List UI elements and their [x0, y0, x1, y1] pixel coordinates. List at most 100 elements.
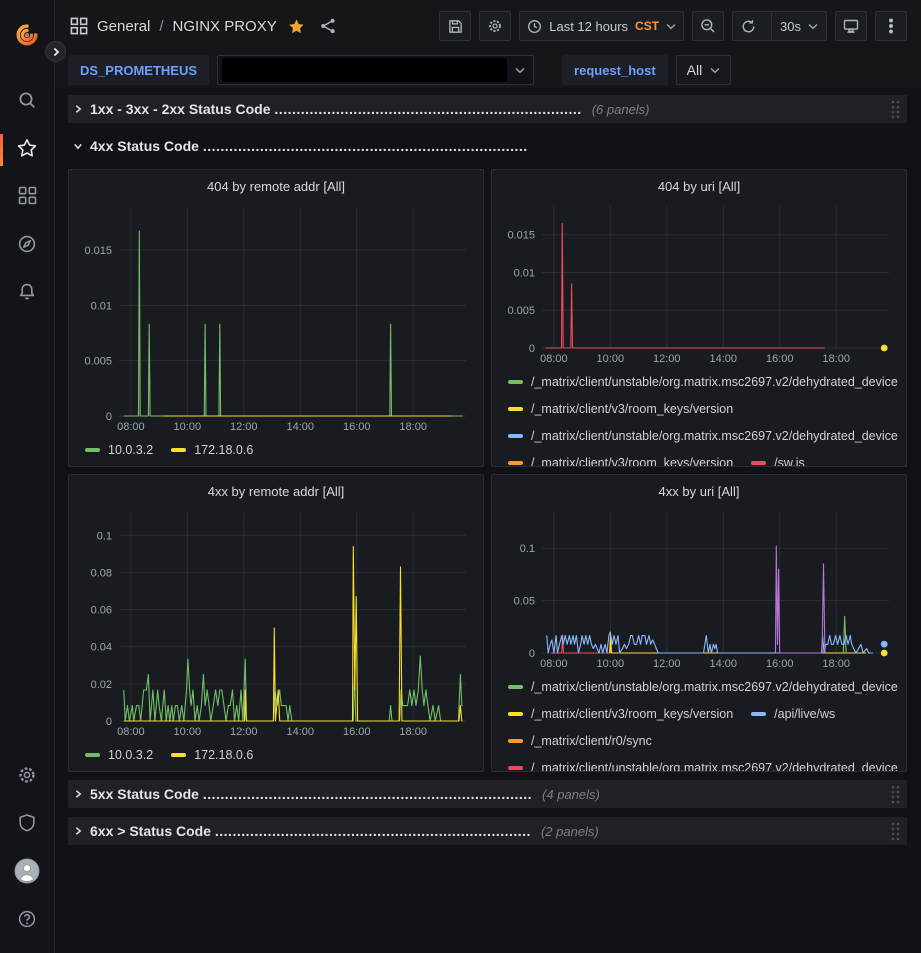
legend-series-swatch — [171, 448, 187, 452]
legend-series-swatch — [508, 712, 523, 716]
sidebar-expand-button[interactable] — [45, 41, 66, 62]
sidebar-bottom-group — [0, 753, 55, 945]
breadcrumb: General / NGINX PROXY — [70, 17, 336, 35]
legend-item[interactable]: /api/live/ws — [751, 701, 835, 727]
legend-item[interactable]: /_matrix/client/unstable/org.matrix.msc2… — [508, 674, 898, 700]
chart-plot[interactable]: 08:00 10:00 12:00 14:00 16:00 18:00 0 0.005 0.01… — [77, 200, 475, 434]
chevron-down-icon — [72, 140, 84, 152]
svg-text:0.04: 0.04 — [91, 642, 112, 654]
legend-series-swatch — [85, 448, 100, 452]
chart-svg[interactable]: 08:00 10:00 12:00 14:00 16:00 18:00 0 0.02 0.04 0… — [77, 505, 475, 739]
legend-item[interactable]: 10.0.3.2 — [85, 437, 153, 463]
chevron-right-icon — [72, 825, 84, 837]
panel-title[interactable]: 404 by uri [All] — [657, 179, 741, 194]
save-dashboard-button[interactable] — [439, 11, 472, 41]
legend-item[interactable]: 172.18.0.6 — [171, 742, 253, 768]
sidebar-item-dashboards[interactable] — [0, 174, 55, 222]
drag-handle-icon[interactable] — [890, 784, 901, 804]
chart-svg[interactable]: 08:00 10:00 12:00 14:00 16:00 18:00 0 0.05 0.1 — [500, 503, 898, 671]
top-navigation: General / NGINX PROXY Last 12 hours CST … — [55, 0, 921, 52]
legend-series-label: /_matrix/client/v3/room_keys/version — [531, 707, 734, 721]
legend-series-swatch — [85, 753, 100, 757]
star-icon — [17, 138, 37, 163]
zoom-out-button[interactable] — [692, 11, 725, 41]
time-range-picker[interactable]: Last 12 hours CST — [519, 11, 685, 41]
legend-item[interactable]: /_matrix/client/unstable/org.matrix.msc2… — [508, 755, 898, 771]
refresh-interval-label: 30s — [780, 18, 801, 34]
legend-series-label: /_matrix/client/v3/room_keys/version — [531, 402, 734, 416]
chart-svg[interactable]: 08:00 10:00 12:00 14:00 16:00 18:00 0 0.005 0.01… — [500, 198, 898, 366]
legend-item[interactable]: /_matrix/client/v3/room_keys/version — [508, 450, 733, 466]
svg-text:16:00: 16:00 — [343, 726, 371, 738]
kebab-menu-button[interactable] — [875, 11, 907, 41]
sidebar-item-alerting[interactable] — [0, 270, 55, 318]
legend-item[interactable]: 172.18.0.6 — [171, 437, 253, 463]
favorite-star-icon[interactable] — [288, 18, 305, 35]
chart-legend: /_matrix/client/unstable/org.matrix.msc2… — [500, 671, 898, 771]
chevron-down-icon — [710, 67, 720, 74]
chart-plot[interactable]: 08:00 10:00 12:00 14:00 16:00 18:00 0 0.05 0.1 — [500, 503, 898, 671]
row-header-1xx-3xx-2xx[interactable]: 1xx - 3xx - 2xx Status Code ............… — [68, 95, 907, 123]
refresh-button[interactable] — [733, 12, 764, 40]
legend-series-label: 172.18.0.6 — [194, 748, 254, 762]
dashboard-content: 1xx - 3xx - 2xx Status Code ............… — [55, 88, 921, 953]
datasource-variable-select[interactable] — [217, 55, 535, 85]
sidebar-item-search[interactable] — [0, 78, 55, 126]
drag-handle-icon[interactable] — [890, 821, 901, 841]
svg-text:18:00: 18:00 — [399, 726, 427, 738]
legend-item[interactable]: /_matrix/client/v3/room_keys/version — [508, 396, 733, 422]
legend-series-label: 10.0.3.2 — [108, 443, 154, 457]
panel-title[interactable]: 404 by remote addr [All] — [206, 179, 346, 194]
dashboards-grid-icon — [18, 186, 37, 210]
svg-text:16:00: 16:00 — [343, 421, 371, 433]
panel-title[interactable]: 4xx by uri [All] — [658, 484, 740, 499]
breadcrumb-folder[interactable]: General — [97, 17, 151, 35]
legend-item[interactable]: /sw.js — [751, 450, 805, 466]
request-host-variable-label[interactable]: request_host — [562, 55, 668, 85]
chart-plot[interactable]: 08:00 10:00 12:00 14:00 16:00 18:00 0 0.005 0.01… — [500, 198, 898, 366]
panel-title[interactable]: 4xx by remote addr [All] — [207, 484, 345, 499]
clock-icon — [527, 19, 542, 34]
legend-series-label: 10.0.3.2 — [108, 748, 154, 762]
legend-item[interactable]: /_matrix/client/r0/sync — [508, 728, 652, 754]
dashboard-settings-button[interactable] — [479, 11, 512, 41]
help-icon — [17, 909, 37, 934]
sidebar — [0, 0, 55, 953]
request-host-variable-select[interactable]: All — [675, 55, 732, 85]
share-icon[interactable] — [320, 18, 336, 34]
search-icon — [17, 90, 37, 115]
sidebar-item-server-admin[interactable] — [0, 801, 55, 849]
svg-text:14:00: 14:00 — [709, 658, 737, 670]
tv-mode-button[interactable] — [835, 11, 867, 41]
sidebar-item-starred[interactable] — [0, 126, 55, 174]
sidebar-item-profile[interactable] — [0, 849, 55, 897]
sidebar-item-explore[interactable] — [0, 222, 55, 270]
svg-text:10:00: 10:00 — [597, 353, 625, 365]
refresh-interval-dropdown[interactable]: 30s — [771, 12, 826, 40]
legend-item[interactable]: /_matrix/client/unstable/org.matrix.msc2… — [508, 423, 898, 449]
legend-item[interactable]: 10.0.3.2 — [85, 742, 153, 768]
legend-series-swatch — [508, 407, 523, 411]
chart-plot[interactable]: 08:00 10:00 12:00 14:00 16:00 18:00 0 0.02 0.04 0… — [77, 505, 475, 739]
datasource-variable-label[interactable]: DS_PROMETHEUS — [68, 55, 210, 85]
row-header-4xx[interactable]: 4xx Status Code ........................… — [68, 132, 907, 160]
svg-text:0: 0 — [529, 648, 535, 660]
svg-text:08:00: 08:00 — [540, 353, 568, 365]
apps-grid-icon[interactable] — [70, 17, 88, 35]
svg-text:0.005: 0.005 — [507, 305, 535, 317]
breadcrumb-dashboard-title[interactable]: NGINX PROXY — [172, 17, 277, 35]
svg-text:16:00: 16:00 — [766, 658, 794, 670]
grafana-logo-icon[interactable] — [0, 12, 55, 60]
legend-item[interactable]: /_matrix/client/unstable/org.matrix.msc2… — [508, 369, 898, 395]
sidebar-item-configuration[interactable] — [0, 753, 55, 801]
chart-svg[interactable]: 08:00 10:00 12:00 14:00 16:00 18:00 0 0.005 0.01… — [77, 200, 475, 434]
sidebar-item-help[interactable] — [0, 897, 55, 945]
legend-item[interactable]: /_matrix/client/v3/room_keys/version — [508, 701, 733, 727]
svg-text:0.05: 0.05 — [514, 596, 535, 608]
row-header-5xx[interactable]: 5xx Status Code ........................… — [68, 780, 907, 808]
legend-series-label: /_matrix/client/unstable/org.matrix.msc2… — [531, 375, 898, 389]
drag-handle-icon[interactable] — [890, 99, 901, 119]
row-header-6xx[interactable]: 6xx > Status Code ......................… — [68, 817, 907, 845]
svg-text:12:00: 12:00 — [230, 726, 258, 738]
svg-text:16:00: 16:00 — [766, 353, 794, 365]
